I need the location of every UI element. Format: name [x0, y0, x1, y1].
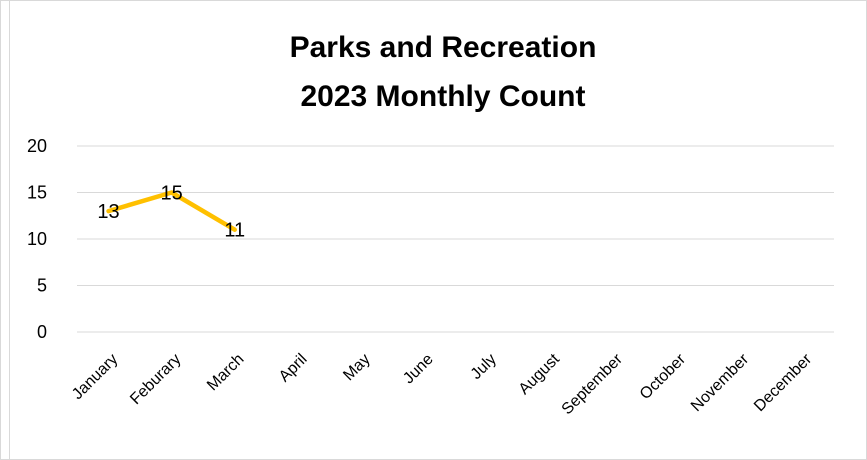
- x-tick-label-march: March: [204, 351, 247, 394]
- x-axis: January Feburary March April May June July Augu…: [69, 350, 816, 418]
- y-tick-label-10: 10: [27, 229, 47, 249]
- panel-edge: [9, 0, 10, 460]
- gridlines: [77, 145, 834, 333]
- y-tick-label-0: 0: [37, 322, 47, 342]
- x-tick-label-july: July: [468, 351, 500, 383]
- x-tick-label-january: January: [69, 351, 121, 403]
- y-tick-label-5: 5: [37, 276, 47, 296]
- x-tick-label-june: June: [400, 351, 437, 388]
- x-tick-label-october: October: [637, 350, 690, 403]
- y-tick-label-15: 15: [27, 183, 47, 203]
- chart-title-line-2: 2023 Monthly Count: [300, 80, 585, 113]
- data-label-january: 13: [97, 201, 119, 223]
- x-tick-label-april: April: [276, 351, 311, 386]
- y-axis: 0 5 10 15 20: [27, 136, 47, 342]
- x-tick-label-feburary: Feburary: [127, 351, 184, 408]
- y-tick-label-20: 20: [27, 136, 47, 156]
- x-tick-label-may: May: [340, 351, 373, 384]
- series-line: [106, 190, 237, 232]
- x-tick-label-august: August: [516, 350, 564, 398]
- chart-title-line-1: Parks and Recreation: [290, 31, 597, 64]
- x-tick-label-december: December: [751, 350, 816, 415]
- x-tick-label-september: September: [559, 350, 627, 418]
- x-tick-label-november: November: [688, 350, 753, 415]
- data-label-feburary: 15: [161, 183, 183, 205]
- data-labels: 13 15 11: [97, 183, 245, 242]
- data-label-march: 11: [224, 220, 245, 242]
